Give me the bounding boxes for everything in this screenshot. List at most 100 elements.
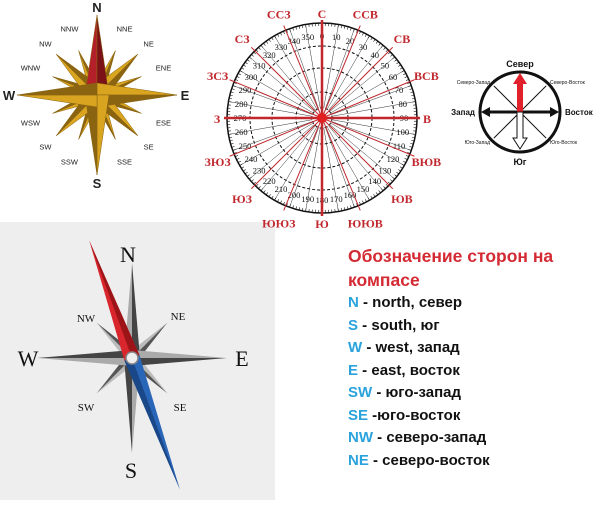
- polar-tick: [378, 190, 381, 194]
- polar-tick: [409, 88, 413, 90]
- polar-tick: [298, 25, 301, 29]
- polar-direction-label: ЗЮЗ: [205, 155, 231, 169]
- polar-tick: [289, 204, 291, 208]
- polar-tick: [411, 97, 415, 100]
- polar-direction-line: [250, 46, 323, 119]
- polar-tick: [283, 201, 285, 205]
- polar-degree-compass: 0102030405060708090100110120130140150160…: [205, 7, 442, 231]
- polar-tick: [378, 42, 381, 46]
- polar-tick: [362, 200, 364, 204]
- rose-label-wnw: WNW: [21, 63, 41, 72]
- polar-tick: [408, 85, 412, 87]
- polar-degree-label: 170: [330, 194, 343, 204]
- polar-tick: [396, 171, 400, 175]
- rose-label-e: E: [181, 88, 190, 103]
- polar-degree-label: 240: [245, 154, 258, 164]
- polar-degree-label: 160: [344, 190, 357, 200]
- polar-direction-label: ЮЗ: [232, 192, 252, 206]
- polar-tick: [235, 79, 239, 81]
- polar-tick: [283, 31, 285, 35]
- polar-radial-line: [325, 127, 355, 208]
- polar-tick: [359, 31, 361, 35]
- polar-tick: [241, 67, 245, 70]
- legend-title: Обозначение сторон на компасе: [348, 246, 554, 290]
- rose-label-w: W: [3, 88, 16, 103]
- polar-direction-label: Ю: [315, 217, 329, 231]
- polar-direction-line: [321, 79, 415, 119]
- polar-tick: [229, 97, 233, 100]
- needle-label-southeast: SE: [174, 402, 187, 414]
- polar-degree-label: 110: [393, 141, 405, 151]
- polar-degree-label: 80: [399, 99, 408, 109]
- polar-degree-label: 50: [381, 60, 390, 70]
- polar-direction-label: ЮЮЗ: [262, 216, 295, 230]
- polar-tick: [411, 139, 415, 142]
- polar-center: [317, 113, 327, 123]
- polar-tick: [410, 91, 414, 93]
- polar-radial-line: [323, 127, 339, 212]
- polar-direction-label: ЗСЗ: [207, 69, 228, 83]
- polar-tick: [292, 205, 294, 209]
- compass-point: [132, 358, 227, 366]
- polar-radial-line: [239, 70, 314, 114]
- polar-tick: [356, 203, 358, 207]
- polar-direction-label: ВЮВ: [412, 155, 442, 169]
- rose-spike: [16, 94, 98, 108]
- polar-tick: [356, 29, 358, 33]
- polar-radial-line: [328, 45, 384, 111]
- polar-radial-line: [331, 85, 412, 115]
- polar-tick: [305, 208, 307, 212]
- polar-tick: [399, 166, 403, 169]
- polar-tick: [392, 56, 395, 60]
- polar-tick: [347, 206, 349, 210]
- rose-spike: [96, 82, 178, 96]
- polar-direction-line: [283, 25, 323, 119]
- polar-radial-line: [305, 127, 321, 212]
- polar-tick: [243, 64, 246, 67]
- polar-tick: [244, 171, 248, 175]
- polar-radial-line: [331, 119, 416, 135]
- polar-degree-label: 300: [245, 72, 258, 82]
- legend-text: - северо-запад: [373, 429, 487, 446]
- polar-tick: [380, 45, 384, 48]
- polar-tick: [399, 67, 403, 70]
- polar-tick: [236, 158, 240, 160]
- polar-tick: [383, 47, 386, 50]
- polar-degree-label: 190: [301, 194, 314, 204]
- polar-tick: [370, 37, 373, 41]
- rose-label-sw: SW: [39, 143, 52, 152]
- polar-tick: [337, 208, 339, 212]
- rose-spike: [96, 14, 110, 96]
- polar-direction-line: [229, 79, 323, 119]
- polar-tick: [387, 181, 391, 185]
- polar-radial-line: [232, 121, 313, 151]
- polar-tick: [340, 207, 343, 211]
- rose-spike: [96, 94, 178, 108]
- polar-tick: [239, 163, 243, 166]
- north-arrow-icon: [513, 73, 527, 112]
- polar-tick: [233, 82, 237, 84]
- legend-key: S: [348, 316, 359, 334]
- rose-label-nne: NNE: [117, 24, 133, 33]
- polar-tick: [263, 42, 266, 46]
- polar-tick: [396, 61, 400, 65]
- polar-degree-label: 210: [275, 184, 288, 194]
- polar-tick: [241, 166, 245, 169]
- polar-tick: [340, 25, 343, 29]
- legend-key: SE: [348, 406, 369, 424]
- diagonal-arrow-icon: [519, 85, 547, 113]
- needle-north-shade: [89, 240, 140, 358]
- polar-tick: [380, 188, 384, 191]
- polar-degree-label: 310: [253, 60, 266, 70]
- polar-tick: [398, 64, 401, 67]
- polar-tick: [301, 207, 304, 211]
- polar-tick: [412, 101, 416, 103]
- needle-pivot: [125, 351, 139, 365]
- rose-spike: [84, 14, 98, 96]
- polar-tick: [292, 27, 294, 31]
- polar-tick: [347, 26, 349, 30]
- polar-tick: [392, 176, 395, 180]
- polar-radial-line: [274, 126, 318, 201]
- polar-radial-line: [249, 124, 315, 180]
